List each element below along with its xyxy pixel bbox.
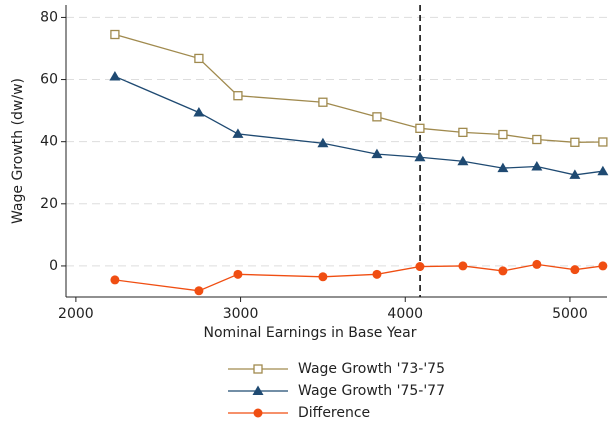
legend-label: Wage Growth '73-'75 [298,361,445,377]
marker [458,127,468,138]
marker [415,262,425,272]
legend-label: Wage Growth '75-'77 [298,383,445,399]
marker [570,265,580,275]
x-axis-label: Nominal Earnings in Base Year [204,325,417,341]
marker [233,269,243,279]
marker [497,162,509,173]
marker [414,151,426,162]
series-line [114,75,603,176]
marker [498,266,508,276]
y-axis-label: Wage Growth (dw/w) [10,78,26,224]
marker [458,261,468,271]
marker [232,128,244,138]
marker [110,275,120,285]
marker [372,269,382,279]
marker [318,272,328,282]
marker [570,137,580,147]
marker [233,91,243,101]
y-tick-label: 40 [40,134,58,150]
y-tick-label: 80 [40,9,58,25]
y-tick-label: 20 [40,196,58,212]
legend-marker [253,408,263,418]
marker [598,137,608,147]
marker [532,134,542,145]
y-tick-label: 0 [49,258,58,274]
marker [498,129,508,140]
series-line [114,263,603,292]
marker [531,161,543,171]
marker [371,148,383,159]
marker [194,53,204,64]
legend-marker [252,385,264,395]
marker [193,106,205,117]
x-tick-label: 2000 [58,306,94,322]
marker [317,137,329,148]
series-line [114,33,603,143]
x-tick-label: 4000 [387,306,423,322]
marker [597,165,609,176]
marker [372,112,382,122]
y-tick-label: 60 [40,72,58,88]
marker [194,286,204,296]
marker [109,70,121,81]
legend-marker [253,364,263,374]
legend-label: Difference [298,405,370,421]
marker [532,259,542,269]
marker [415,123,425,133]
x-tick-label: 5000 [552,306,588,322]
marker [110,29,120,40]
marker [598,261,608,271]
marker [318,97,328,107]
x-tick-label: 3000 [223,306,259,322]
marker [569,169,581,179]
marker [457,155,469,166]
